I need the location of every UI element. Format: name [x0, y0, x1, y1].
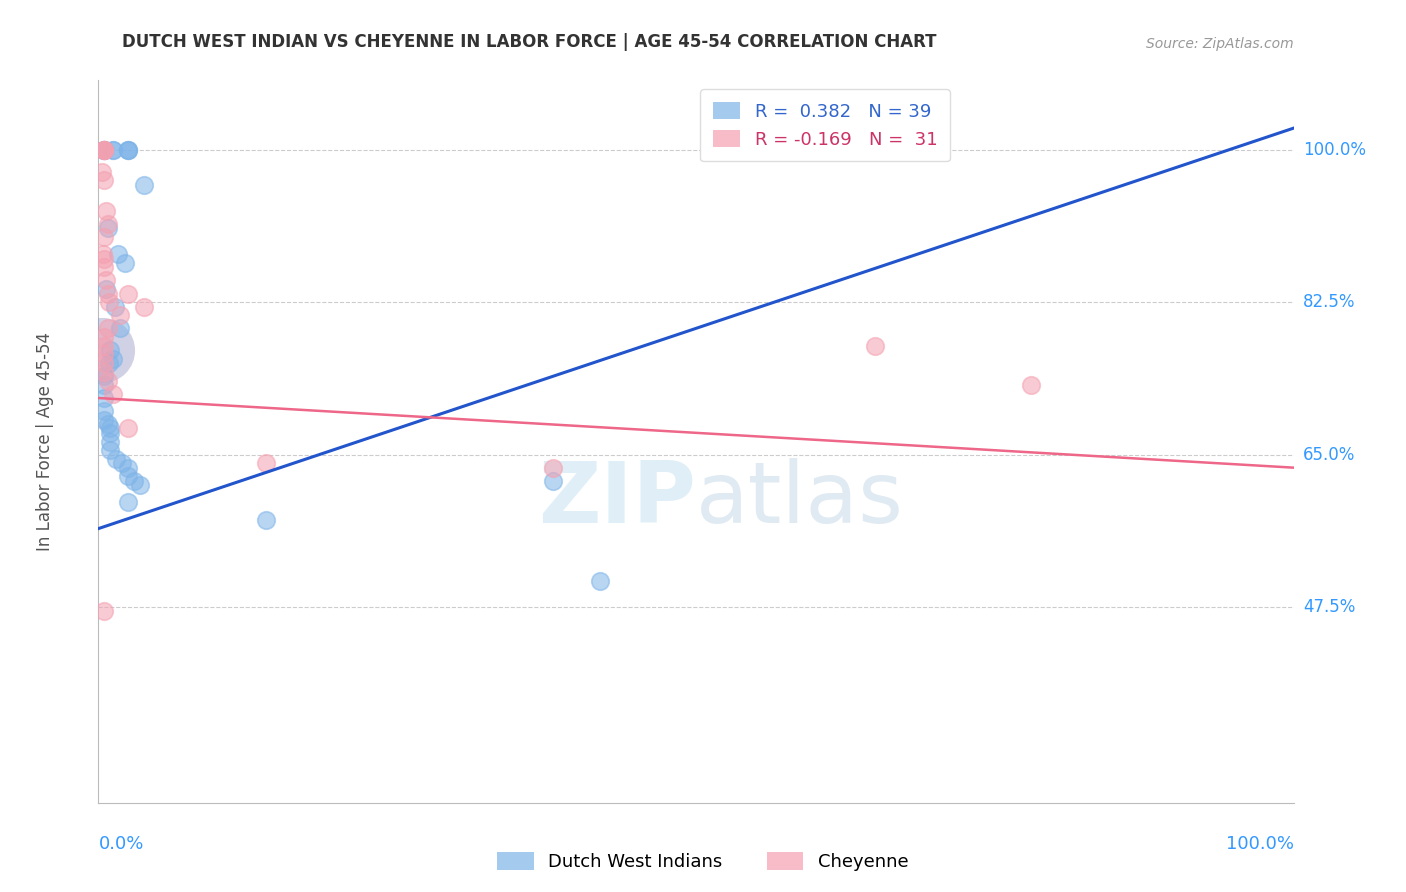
- Point: [101, 143, 124, 157]
- Point: [1019, 378, 1042, 392]
- Point: [93, 330, 115, 344]
- Text: 100.0%: 100.0%: [1226, 835, 1294, 854]
- Point: [98, 434, 122, 449]
- Text: 47.5%: 47.5%: [1303, 598, 1355, 616]
- Point: [865, 339, 887, 353]
- Point: [93, 252, 115, 266]
- Point: [93, 339, 115, 353]
- Point: [93, 143, 115, 157]
- Point: [132, 300, 155, 314]
- Point: [104, 300, 127, 314]
- Text: ZIP: ZIP: [538, 458, 696, 541]
- Point: [91, 343, 114, 358]
- Text: DUTCH WEST INDIAN VS CHEYENNE IN LABOR FORCE | AGE 45-54 CORRELATION CHART: DUTCH WEST INDIAN VS CHEYENNE IN LABOR F…: [122, 33, 936, 52]
- Point: [93, 378, 115, 392]
- Point: [254, 513, 277, 527]
- Point: [93, 260, 115, 275]
- Legend: Dutch West Indians, Cheyenne: Dutch West Indians, Cheyenne: [491, 846, 915, 879]
- Point: [93, 143, 115, 157]
- Point: [93, 391, 115, 405]
- Point: [98, 421, 122, 435]
- Point: [101, 386, 124, 401]
- Point: [97, 286, 120, 301]
- Point: [98, 356, 121, 370]
- Point: [124, 474, 146, 488]
- Point: [93, 143, 115, 157]
- Point: [98, 425, 122, 440]
- Point: [111, 456, 134, 470]
- Text: Source: ZipAtlas.com: Source: ZipAtlas.com: [1146, 37, 1294, 52]
- Point: [129, 478, 152, 492]
- Point: [117, 286, 139, 301]
- Legend: R =  0.382   N = 39, R = -0.169   N =  31: R = 0.382 N = 39, R = -0.169 N = 31: [700, 89, 950, 161]
- Point: [117, 143, 139, 157]
- Point: [97, 221, 120, 235]
- Point: [91, 164, 114, 178]
- Text: atlas: atlas: [696, 458, 904, 541]
- Point: [108, 321, 131, 335]
- Point: [93, 143, 115, 157]
- Text: 0.0%: 0.0%: [98, 835, 143, 854]
- Point: [93, 230, 115, 244]
- Point: [94, 273, 117, 287]
- Text: 82.5%: 82.5%: [1303, 293, 1355, 311]
- Point: [589, 574, 612, 588]
- Point: [94, 282, 117, 296]
- Point: [117, 143, 139, 157]
- Point: [105, 452, 128, 467]
- Point: [93, 143, 115, 157]
- Point: [97, 374, 120, 388]
- Point: [93, 604, 115, 618]
- Point: [93, 143, 115, 157]
- Point: [98, 295, 121, 310]
- Point: [93, 143, 115, 157]
- Text: 65.0%: 65.0%: [1303, 446, 1355, 464]
- Text: 100.0%: 100.0%: [1303, 141, 1367, 159]
- Point: [98, 343, 122, 358]
- Point: [865, 143, 887, 157]
- Point: [108, 308, 131, 322]
- Point: [101, 351, 124, 366]
- Point: [132, 178, 155, 192]
- Point: [114, 256, 136, 270]
- Point: [117, 469, 139, 483]
- Point: [93, 369, 115, 384]
- Point: [94, 203, 117, 218]
- Point: [93, 356, 115, 370]
- Point: [93, 413, 115, 427]
- Point: [117, 143, 139, 157]
- Point: [93, 365, 115, 379]
- Point: [91, 247, 114, 261]
- Text: In Labor Force | Age 45-54: In Labor Force | Age 45-54: [35, 332, 53, 551]
- Point: [117, 460, 139, 475]
- Point: [93, 347, 115, 361]
- Point: [98, 443, 122, 458]
- Point: [117, 495, 139, 509]
- Point: [254, 456, 277, 470]
- Point: [97, 217, 120, 231]
- Point: [93, 404, 115, 418]
- Point: [97, 417, 120, 431]
- Point: [541, 460, 564, 475]
- Point: [541, 474, 564, 488]
- Point: [97, 321, 120, 335]
- Point: [101, 143, 124, 157]
- Point: [93, 173, 115, 187]
- Point: [107, 247, 129, 261]
- Point: [117, 421, 139, 435]
